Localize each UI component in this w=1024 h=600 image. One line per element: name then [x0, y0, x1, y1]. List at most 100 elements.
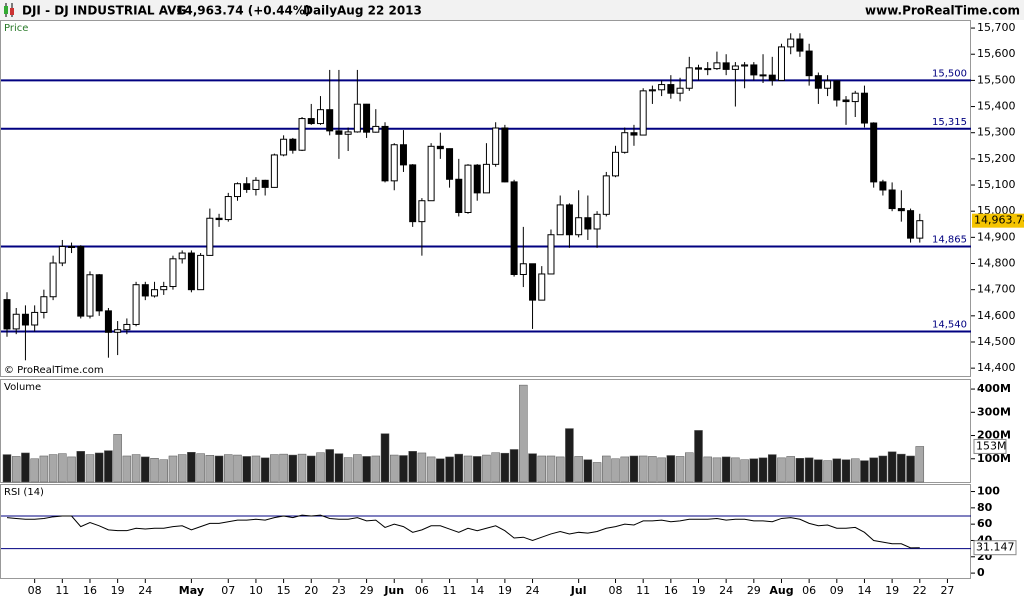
candle-body: [86, 274, 94, 317]
y-tick-label: 0: [977, 566, 985, 579]
candle-body: [759, 74, 767, 77]
candle-body: [768, 74, 776, 81]
volume-bar: [814, 459, 823, 483]
candle-body: [648, 89, 656, 92]
x-tick-label: 06: [802, 584, 816, 597]
volume-bar: [233, 454, 242, 483]
rsi-panel: [0, 484, 971, 579]
x-tick-label: Aug: [769, 584, 793, 597]
x-tick-label: Jul: [570, 584, 587, 597]
x-tick-label: 27: [940, 584, 954, 597]
candle-body: [270, 154, 278, 188]
y-tick-label: 15,400: [977, 100, 1016, 113]
y-tick-label: 15,600: [977, 47, 1016, 60]
volume-bar: [21, 452, 30, 483]
candle-body: [482, 163, 490, 194]
price-panel: [0, 20, 971, 377]
volume-bar: [832, 458, 842, 483]
candle-body: [907, 210, 915, 239]
candle-body: [888, 189, 896, 210]
candle-body: [289, 138, 297, 151]
candle-body: [492, 127, 500, 165]
x-tick-label: 11: [443, 584, 457, 597]
x-tick-label: 08: [609, 584, 623, 597]
candle-body: [40, 296, 48, 313]
volume-bar: [491, 452, 500, 483]
candle-body: [187, 252, 195, 291]
x-tick-label: 08: [28, 584, 42, 597]
volume-bar: [740, 459, 749, 483]
volume-bar: [141, 456, 150, 483]
y-tick-label: 400M: [977, 382, 1011, 395]
x-tick-label: 09: [830, 584, 844, 597]
volume-bar: [122, 455, 132, 483]
volume-bar: [177, 454, 187, 483]
volume-bar: [648, 456, 657, 483]
candle-body: [409, 164, 417, 223]
watermark: © ProRealTime.com: [4, 365, 104, 376]
volume-bar: [666, 455, 676, 483]
candle-body: [335, 130, 343, 135]
x-tick-label: 19: [692, 584, 706, 597]
volume-bar: [334, 453, 344, 483]
volume-bar: [2, 454, 12, 483]
volume-bar: [380, 433, 390, 483]
candle-body: [436, 145, 444, 150]
volume-bar: [758, 457, 768, 483]
candle-body: [584, 217, 592, 230]
candle-body: [658, 84, 666, 91]
x-tick-label: 16: [664, 584, 678, 597]
volume-bar: [131, 454, 141, 483]
y-tick-label: 300M: [977, 405, 1011, 418]
candle-body: [704, 68, 712, 71]
candle-body: [178, 252, 186, 260]
volume-bar: [353, 454, 362, 483]
volume-bar: [555, 456, 565, 483]
site: www.ProRealTime.com: [865, 4, 1020, 18]
volume-bar: [76, 451, 86, 483]
candle-body: [814, 75, 822, 89]
volume-bar: [39, 455, 49, 483]
volume-bar: [482, 454, 491, 483]
volume-bar: [749, 458, 759, 483]
candle-body: [234, 183, 241, 198]
candle-body: [169, 258, 177, 288]
volume-bar: [519, 384, 528, 483]
candle-body: [77, 246, 85, 317]
y-tick-label: 14,800: [977, 257, 1016, 270]
candle-body: [95, 274, 103, 312]
volume-bar: [472, 456, 482, 483]
volume-bar: [297, 453, 307, 483]
candle-body: [510, 181, 518, 275]
volume-bar: [804, 457, 814, 483]
volume-bar: [685, 452, 694, 483]
y-tick-label: 100: [977, 485, 1000, 498]
volume-bar: [823, 460, 832, 483]
x-tick-label: 29: [747, 584, 761, 597]
candle-body: [151, 289, 159, 297]
level-label: 15,315: [932, 117, 967, 128]
candle-body: [206, 217, 214, 256]
candle-body: [243, 183, 251, 190]
candle-body: [713, 62, 721, 70]
volume-bar: [113, 434, 122, 483]
candle-body: [123, 323, 131, 331]
volume-bar: [260, 457, 270, 483]
period: Daily: [303, 4, 337, 18]
candle-body: [68, 246, 76, 249]
volume-bar: [777, 457, 786, 483]
volume-bar: [500, 452, 510, 483]
candle-body: [261, 179, 269, 188]
candle-body: [418, 200, 426, 223]
x-tick-label: 10: [249, 584, 263, 597]
volume-bar: [242, 456, 251, 483]
volume-bar: [150, 458, 159, 483]
volume-bar: [362, 456, 371, 483]
candle-body: [621, 132, 629, 153]
candle-body: [741, 64, 749, 67]
candle-body: [916, 220, 924, 239]
volume-bar: [85, 454, 95, 483]
volume-bar: [436, 458, 445, 483]
price-label: Price: [4, 23, 28, 34]
volume-bar: [583, 459, 593, 483]
